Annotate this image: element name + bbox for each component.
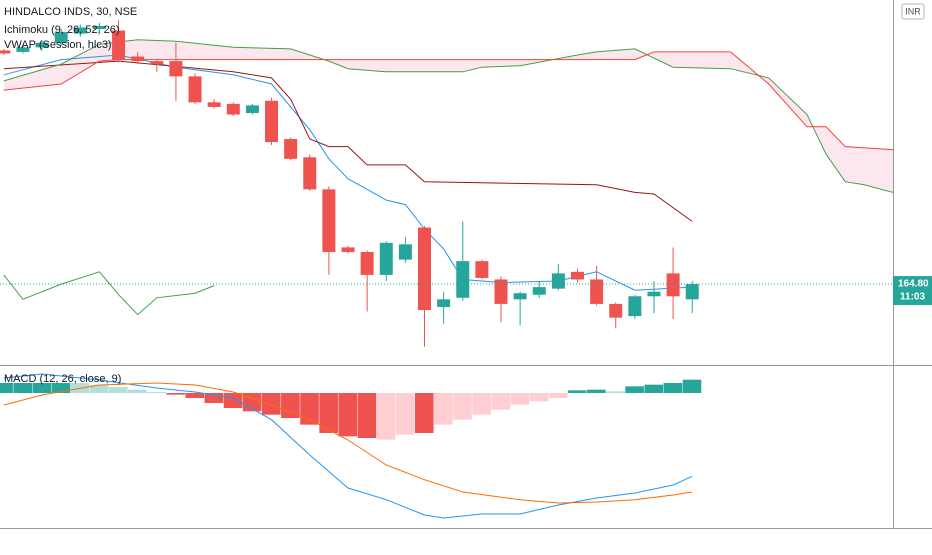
- countdown-label: 11:03: [900, 292, 925, 303]
- histogram-bar: [491, 393, 511, 410]
- histogram-bar: [453, 393, 472, 420]
- histogram-bar: [204, 393, 224, 403]
- currency-label[interactable]: INR: [905, 6, 921, 16]
- last-price-box: [893, 276, 932, 306]
- histogram-bar: [529, 393, 549, 402]
- histogram-bar: [625, 386, 644, 393]
- candle-body: [513, 293, 527, 300]
- candle-body: [54, 32, 68, 43]
- candle-body: [685, 284, 699, 300]
- indicator-line: [3, 373, 693, 519]
- candle-body: [341, 247, 355, 252]
- candle-body: [16, 47, 30, 52]
- last-price-label: 164.80: [898, 279, 929, 290]
- candle-body: [398, 244, 412, 260]
- candle-body: [112, 30, 126, 60]
- candle-body: [131, 56, 145, 62]
- candle-body: [475, 261, 489, 278]
- indicator-line: [3, 39, 894, 193]
- candle-body: [245, 105, 259, 114]
- candle-body: [303, 157, 317, 190]
- histogram-bar: [300, 393, 319, 425]
- candle-body: [532, 287, 546, 295]
- histogram-bar: [0, 383, 13, 393]
- candle-body: [35, 42, 49, 48]
- histogram-bar: [13, 383, 33, 393]
- histogram-bar: [510, 393, 530, 405]
- histogram-bar: [357, 393, 377, 438]
- histogram-bar: [548, 393, 568, 398]
- candle-body: [590, 279, 604, 304]
- histogram-bar: [319, 393, 338, 433]
- histogram-bar: [147, 392, 166, 393]
- histogram-bar: [51, 383, 71, 393]
- candle-body: [570, 271, 584, 280]
- histogram-bar: [281, 393, 300, 418]
- candle-body: [226, 103, 240, 115]
- candle-body: [456, 261, 470, 298]
- histogram-bar: [261, 393, 281, 415]
- candle-body: [628, 296, 642, 317]
- macd-legend[interactable]: MACD (12, 26, close, 9): [4, 373, 121, 385]
- histogram-bar: [606, 391, 625, 393]
- histogram-bar: [587, 389, 606, 393]
- candle-body: [322, 189, 336, 252]
- candle-body: [265, 100, 279, 143]
- indicator-legend[interactable]: Ichimoku (9, 26, 52, 26): [4, 24, 120, 36]
- candle-body: [284, 138, 298, 159]
- histogram-bar: [414, 393, 434, 433]
- candle-body: [73, 27, 87, 34]
- histogram-bar: [185, 393, 205, 398]
- candle-body: [551, 273, 565, 289]
- histogram-bar: [89, 384, 109, 393]
- candle-body: [207, 102, 221, 107]
- histogram-bar: [376, 393, 396, 440]
- histogram-bar: [166, 393, 185, 395]
- histogram-bar: [338, 393, 358, 437]
- histogram-bar: [663, 383, 683, 393]
- indicator-legend[interactable]: VWAP (Session, hlc3): [4, 39, 112, 51]
- histogram-bar: [242, 393, 262, 412]
- histogram-bar: [644, 384, 664, 393]
- indicator-line: [3, 271, 215, 316]
- candle-body: [494, 279, 508, 304]
- currency-box[interactable]: [901, 3, 925, 20]
- candle-body: [609, 303, 623, 318]
- histogram-bar: [395, 393, 415, 435]
- histogram-bar: [472, 393, 491, 415]
- candle-body: [188, 76, 202, 103]
- candle-body: [150, 61, 164, 65]
- indicator-line: [3, 60, 693, 222]
- indicator-line: [3, 382, 693, 504]
- candle-body: [647, 291, 661, 297]
- candle-body: [92, 25, 106, 30]
- histogram-bar: [32, 383, 52, 393]
- histogram-bar: [682, 379, 702, 393]
- histogram-bar: [223, 393, 243, 408]
- candle-body: [418, 227, 432, 311]
- candle-body: [437, 299, 451, 307]
- candle-body: [360, 251, 374, 275]
- ichimoku-cloud: [3, 39, 894, 193]
- histogram-bar: [128, 389, 147, 393]
- indicator-line: [3, 51, 894, 151]
- candle-body: [379, 242, 393, 275]
- candle-body: [169, 61, 183, 77]
- histogram-bar: [108, 387, 128, 393]
- histogram-bar: [434, 393, 453, 425]
- histogram-bar: [567, 390, 587, 393]
- candle-body: [666, 273, 680, 297]
- candle-body: [0, 50, 11, 54]
- chart-title: HINDALCO INDS, 30, NSE: [4, 6, 137, 18]
